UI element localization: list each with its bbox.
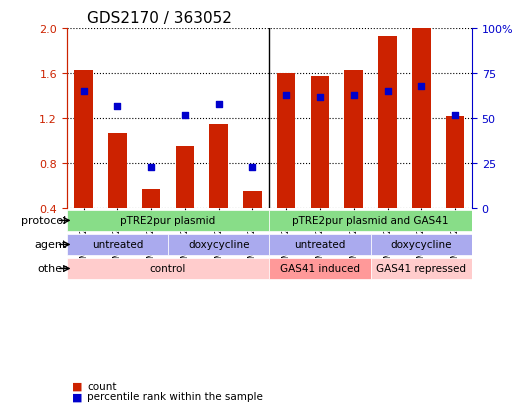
Point xyxy=(417,83,425,90)
Text: untreated: untreated xyxy=(92,240,143,250)
Bar xyxy=(142,190,161,209)
Point xyxy=(383,88,391,95)
Bar xyxy=(446,116,464,209)
Text: doxycycline: doxycycline xyxy=(390,240,452,250)
Text: GAS41 induced: GAS41 induced xyxy=(280,264,360,274)
FancyBboxPatch shape xyxy=(269,234,370,256)
Point xyxy=(282,92,290,99)
Text: ■: ■ xyxy=(72,392,82,401)
FancyBboxPatch shape xyxy=(370,234,472,256)
Bar xyxy=(175,147,194,209)
Bar xyxy=(243,192,262,209)
FancyBboxPatch shape xyxy=(269,210,472,232)
FancyBboxPatch shape xyxy=(67,234,168,256)
Text: other: other xyxy=(37,264,67,274)
Point xyxy=(181,112,189,119)
Bar xyxy=(277,74,295,209)
Text: pTRE2pur plasmid: pTRE2pur plasmid xyxy=(121,216,215,226)
FancyBboxPatch shape xyxy=(168,234,269,256)
Text: untreated: untreated xyxy=(294,240,346,250)
Point xyxy=(316,94,324,101)
FancyBboxPatch shape xyxy=(370,258,472,280)
Text: pTRE2pur plasmid and GAS41: pTRE2pur plasmid and GAS41 xyxy=(292,216,449,226)
Text: GDS2170 / 363052: GDS2170 / 363052 xyxy=(87,12,232,26)
Text: doxycycline: doxycycline xyxy=(188,240,249,250)
Bar xyxy=(378,37,397,209)
Point xyxy=(214,101,223,108)
FancyBboxPatch shape xyxy=(269,258,370,280)
Point xyxy=(113,103,122,109)
Bar xyxy=(108,133,127,209)
Bar xyxy=(344,71,363,209)
Text: count: count xyxy=(87,381,117,391)
Text: protocol: protocol xyxy=(22,216,67,226)
Text: control: control xyxy=(150,264,186,274)
FancyBboxPatch shape xyxy=(67,210,269,232)
Text: ■: ■ xyxy=(72,381,82,391)
Bar xyxy=(311,77,329,209)
Point xyxy=(248,164,256,171)
Bar xyxy=(209,124,228,209)
Point xyxy=(80,88,88,95)
Point xyxy=(451,112,459,119)
Bar xyxy=(74,71,93,209)
Text: agent: agent xyxy=(34,240,67,250)
Point xyxy=(147,164,155,171)
Bar xyxy=(412,27,430,209)
Text: GAS41 repressed: GAS41 repressed xyxy=(377,264,466,274)
Point xyxy=(350,92,358,99)
FancyBboxPatch shape xyxy=(67,258,269,280)
Text: percentile rank within the sample: percentile rank within the sample xyxy=(87,392,263,401)
